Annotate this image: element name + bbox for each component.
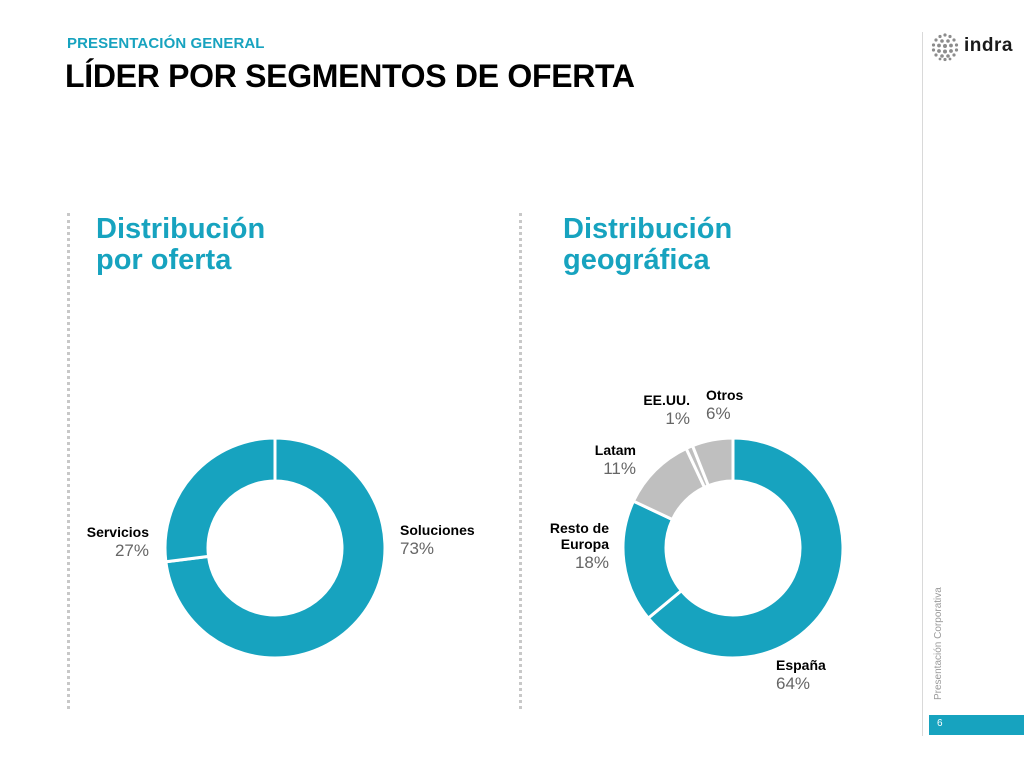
left-dotted-divider xyxy=(67,213,70,709)
slice-label-resto-de-europa: Europa xyxy=(561,536,609,552)
slice-value-latam: 11% xyxy=(603,459,636,478)
page-number: 6 xyxy=(937,718,943,729)
page-number-bar: 6 xyxy=(929,715,1024,735)
donut-slice-espana xyxy=(646,436,845,660)
chart-title-line: por oferta xyxy=(96,244,232,276)
slice-label-servicios: Servicios xyxy=(87,524,149,540)
donut-slice-servicios xyxy=(163,436,277,564)
slice-label-ee-uu: EE.UU. xyxy=(643,392,690,408)
slice-value-ee-uu: 1% xyxy=(665,409,690,428)
donut-slice-soluciones xyxy=(164,436,387,660)
section-eyebrow: PRESENTACIÓN GENERAL xyxy=(67,35,265,52)
slice-label-soluciones: Soluciones xyxy=(400,522,475,538)
chart-title-line: geográfica xyxy=(563,244,710,276)
slice-value-soluciones: 73% xyxy=(400,539,434,558)
slice-label-latam: Latam xyxy=(595,442,636,458)
right-dotted-divider xyxy=(519,213,522,709)
chart-title-oferta: Distribución por oferta xyxy=(96,214,265,276)
slice-label-resto-de-europa: Resto de xyxy=(550,520,609,536)
brand-logo: indra xyxy=(930,32,1020,62)
right-margin-rule xyxy=(922,32,923,736)
chart-title-line: Distribución xyxy=(96,213,266,245)
slice-label-otros: Otros xyxy=(706,387,744,403)
slice-value-espana: 64% xyxy=(776,674,810,693)
chart-title-line: Distribución xyxy=(563,213,733,245)
slice-value-resto-de-europa: 18% xyxy=(575,553,609,572)
dotted-sphere-logo-icon xyxy=(931,33,959,62)
donut-slice-otros xyxy=(690,436,735,488)
page-title: LÍDER POR SEGMENTOS DE OFERTA xyxy=(65,58,635,94)
chart-title-geografica: Distribución geográfica xyxy=(563,214,732,276)
slice-label-espana: España xyxy=(776,657,826,673)
slice-value-servicios: 27% xyxy=(115,541,149,560)
brand-name: indra xyxy=(964,35,1013,56)
slice-value-otros: 6% xyxy=(706,404,731,423)
